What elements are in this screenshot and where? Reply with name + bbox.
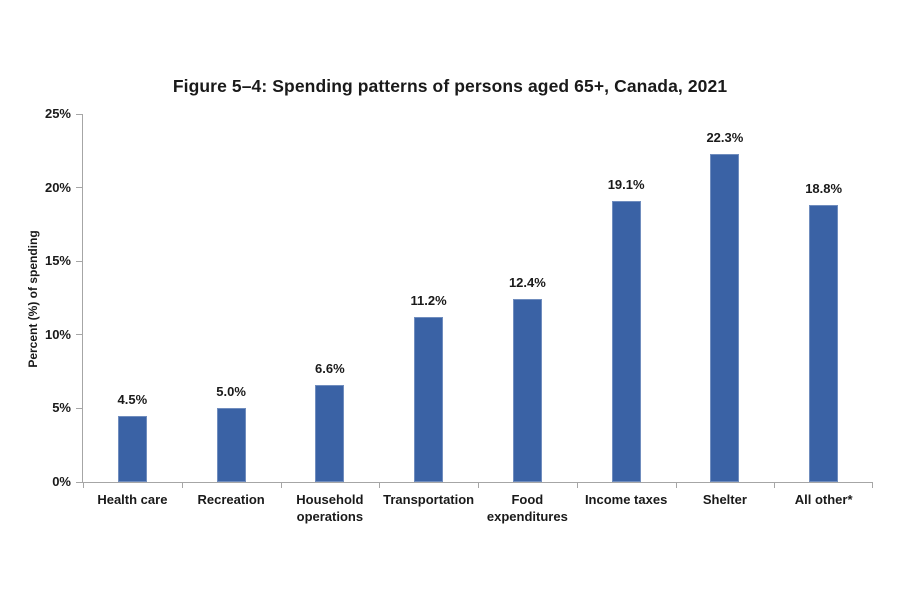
- bar: [512, 299, 542, 482]
- bar: [611, 200, 641, 482]
- category-label: Recreation: [197, 492, 265, 507]
- bar: [809, 205, 839, 482]
- y-tick-mark: [76, 113, 82, 115]
- category-label: Shelter: [702, 492, 747, 507]
- x-tick-mark: [675, 482, 677, 488]
- bar-value-label: 11.2%: [410, 293, 447, 309]
- y-tick-mark: [76, 334, 82, 336]
- y-tick-mark: [76, 260, 82, 262]
- bar-value-label: 4.5%: [117, 391, 148, 407]
- y-tick-label: 10%: [44, 326, 71, 342]
- y-axis-title: Percent (%) of spending: [26, 230, 40, 368]
- bar-value-label: 22.3%: [706, 129, 744, 145]
- bar-value-label: 6.6%: [315, 360, 345, 376]
- chart-title: Figure 5–4: Spending patterns of persons…: [172, 76, 728, 96]
- category-label: Household operations: [296, 492, 364, 524]
- y-tick-mark: [76, 481, 82, 483]
- plot-area: 0% 5% 10% 15% 20% 25% 4.5% Health care 5.0% Recre…: [45, 106, 873, 524]
- bar: [710, 153, 740, 482]
- y-tick-label: 20%: [44, 179, 71, 195]
- bar-value-label: 18.8%: [805, 181, 843, 197]
- y-tick-mark: [76, 187, 82, 189]
- x-tick-mark: [280, 482, 282, 488]
- y-tick-mark: [76, 407, 82, 409]
- y-tick-label: 15%: [44, 253, 71, 269]
- x-tick-mark: [478, 482, 479, 488]
- category-label: Income taxes: [584, 492, 668, 507]
- bar-value-label: 12.4%: [508, 275, 546, 291]
- bar: [117, 415, 147, 482]
- bar-value-label: 19.1%: [607, 176, 645, 192]
- category-label: All other*: [794, 492, 853, 507]
- x-tick-mark: [181, 482, 183, 488]
- x-tick-mark: [83, 482, 84, 488]
- bar-value-label: 5.0%: [216, 384, 246, 400]
- bar: [216, 408, 246, 482]
- y-tick-label: 25%: [44, 106, 71, 121]
- x-tick-mark: [872, 482, 873, 488]
- x-tick-mark: [576, 482, 578, 488]
- bar: [414, 317, 444, 482]
- category-label: Food expenditures: [486, 492, 568, 524]
- x-tick-mark: [774, 482, 776, 488]
- x-tick-mark: [379, 482, 381, 488]
- bar: [315, 384, 345, 482]
- y-tick-label: 0%: [52, 474, 71, 489]
- category-label: Health care: [97, 492, 168, 507]
- y-tick-label: 5%: [52, 400, 71, 416]
- category-label: Transportation: [383, 492, 475, 507]
